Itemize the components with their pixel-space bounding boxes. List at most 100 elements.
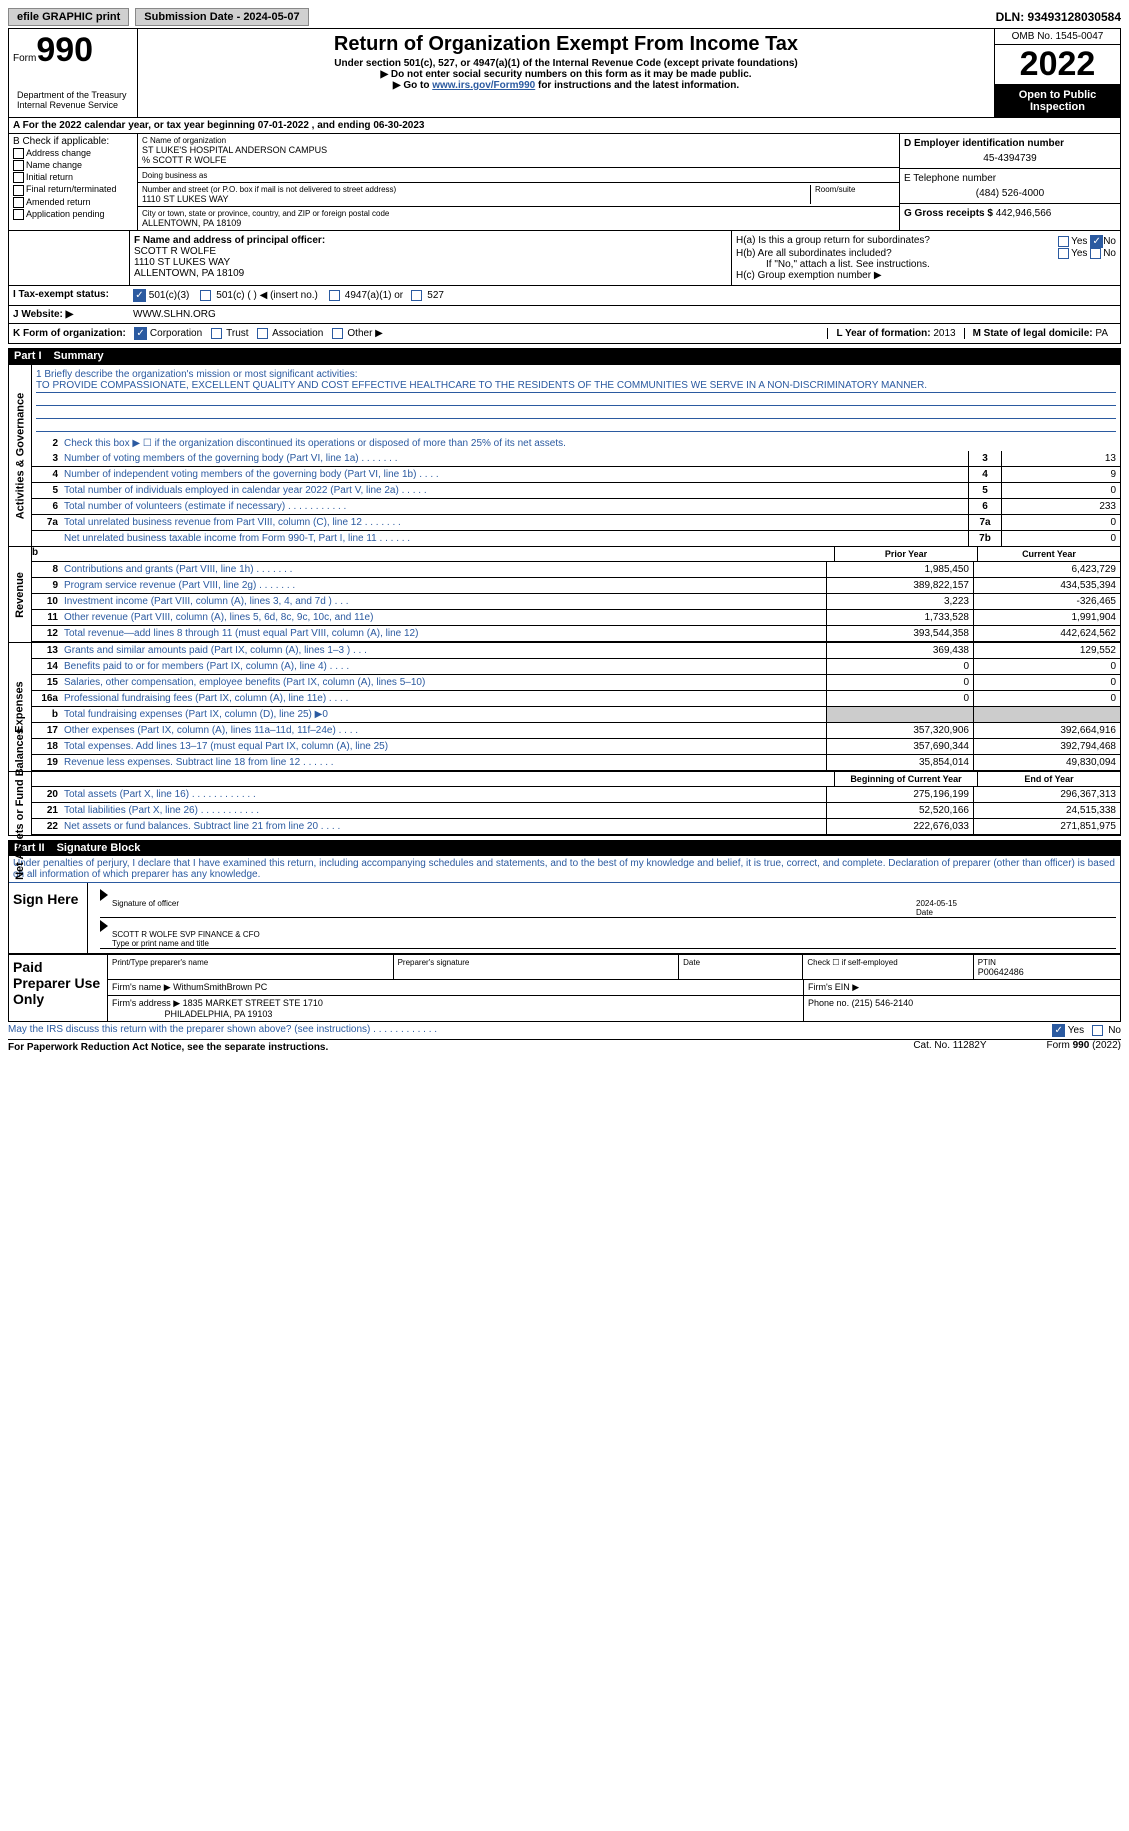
gross-receipts-label: G Gross receipts $ <box>904 208 993 219</box>
irs-link[interactable]: www.irs.gov/Form990 <box>432 80 535 91</box>
table-row: 21Total liabilities (Part X, line 26) . … <box>32 803 1120 819</box>
table-row: 15Salaries, other compensation, employee… <box>32 675 1120 691</box>
501c3-checkbox[interactable]: ✓ <box>133 289 146 302</box>
firm-name: WithumSmithBrown PC <box>173 982 267 992</box>
table-row: 14Benefits paid to or for members (Part … <box>32 659 1120 675</box>
ha-no-checkbox[interactable]: ✓ <box>1090 235 1103 248</box>
hb-label: H(b) Are all subordinates included? <box>736 248 892 259</box>
checkbox-initial-return[interactable]: Initial return <box>13 172 133 183</box>
mission-text: TO PROVIDE COMPASSIONATE, EXCELLENT QUAL… <box>36 380 1116 393</box>
ein-label: D Employer identification number <box>904 138 1116 149</box>
line-2-text: Check this box ▶ ☐ if the organization d… <box>60 436 1120 451</box>
form-footer: Form 990 (2022) <box>1047 1040 1121 1055</box>
footer-row: For Paperwork Reduction Act Notice, see … <box>8 1040 1121 1055</box>
officer-name-title: SCOTT R WOLFE SVP FINANCE & CFO <box>112 930 260 939</box>
table-row: 13Grants and similar amounts paid (Part … <box>32 643 1120 659</box>
tax-year: 2022 <box>995 45 1120 85</box>
org-name: ST LUKE'S HOSPITAL ANDERSON CAMPUS <box>142 145 895 155</box>
side-label-expenses: Expenses <box>14 681 26 732</box>
checkbox-name-change[interactable]: Name change <box>13 160 133 171</box>
side-label-netassets: Net Assets or Fund Balances <box>14 728 26 880</box>
table-row: 11Other revenue (Part VIII, column (A), … <box>32 610 1120 626</box>
discuss-row: May the IRS discuss this return with the… <box>8 1022 1121 1040</box>
activities-governance-section: Activities & Governance 1 Briefly descri… <box>8 364 1121 547</box>
submission-date-button[interactable]: Submission Date - 2024-05-07 <box>135 8 308 26</box>
table-row: 18Total expenses. Add lines 13–17 (must … <box>32 739 1120 755</box>
ein-value: 45-4394739 <box>904 153 1116 164</box>
table-row: 9Program service revenue (Part VIII, lin… <box>32 578 1120 594</box>
expenses-section: Expenses 13Grants and similar amounts pa… <box>8 643 1121 772</box>
goto-prefix: ▶ Go to <box>393 80 432 91</box>
table-row: 7aTotal unrelated business revenue from … <box>32 515 1120 531</box>
mission-label: 1 Briefly describe the organization's mi… <box>36 369 1116 380</box>
top-toolbar: efile GRAPHIC print Submission Date - 20… <box>8 8 1121 26</box>
calendar-year-line: A For the 2022 calendar year, or tax yea… <box>8 118 1121 134</box>
form-subtitle-2: ▶ Do not enter social security numbers o… <box>144 69 988 80</box>
form-header: Form990 Department of the Treasury Inter… <box>8 28 1121 118</box>
revenue-section: Revenue b Prior Year Current Year 8Contr… <box>8 547 1121 643</box>
goto-suffix: for instructions and the latest informat… <box>535 80 739 91</box>
dln-label: DLN: 93493128030584 <box>996 10 1121 24</box>
website-row: J Website: ▶ WWW.SLHN.ORG <box>8 306 1121 324</box>
department-label: Department of the Treasury Internal Reve… <box>13 88 133 112</box>
table-row: 17Other expenses (Part IX, column (A), l… <box>32 723 1120 739</box>
part-2-header: Part II Signature Block <box>8 840 1121 856</box>
firm-address: 1835 MARKET STREET STE 1710 <box>183 998 323 1008</box>
website-value: WWW.SLHN.ORG <box>133 309 216 320</box>
table-row: 4Number of independent voting members of… <box>32 467 1120 483</box>
omb-number: OMB No. 1545-0047 <box>995 29 1120 45</box>
table-row: Net unrelated business taxable income fr… <box>32 531 1120 546</box>
address-label: Number and street (or P.O. box if mail i… <box>142 185 810 194</box>
corp-checkbox[interactable]: ✓ <box>134 327 147 340</box>
street-address: 1110 ST LUKES WAY <box>142 194 810 204</box>
sign-here-label: Sign Here <box>9 883 88 953</box>
begin-year-header: Beginning of Current Year <box>834 772 977 786</box>
sig-arrow-icon <box>100 889 108 901</box>
checkbox-application-pending[interactable]: Application pending <box>13 209 133 220</box>
form-prefix: Form <box>13 53 36 64</box>
phone-label: E Telephone number <box>904 173 1116 184</box>
officer-address: 1110 ST LUKES WAY <box>134 257 727 268</box>
discuss-yes-checkbox[interactable]: ✓ <box>1052 1024 1065 1037</box>
sig-arrow-icon <box>100 920 108 932</box>
form-org-row: K Form of organization: ✓ Corporation Tr… <box>8 324 1121 344</box>
gross-receipts-value: 442,946,566 <box>996 208 1052 219</box>
checkbox-final-return[interactable]: Final return/terminated <box>13 184 133 195</box>
care-of: % SCOTT R WOLFE <box>142 155 895 165</box>
end-year-header: End of Year <box>977 772 1120 786</box>
catalog-number: Cat. No. 11282Y <box>913 1040 986 1055</box>
ptin-value: P00642486 <box>978 967 1024 977</box>
table-row: 16aProfessional fundraising fees (Part I… <box>32 691 1120 707</box>
tax-exempt-row: I Tax-exempt status: ✓ 501(c)(3) 501(c) … <box>8 286 1121 306</box>
table-row: 19Revenue less expenses. Subtract line 1… <box>32 755 1120 771</box>
form-subtitle-1: Under section 501(c), 527, or 4947(a)(1)… <box>144 58 988 69</box>
preparer-phone: (215) 546-2140 <box>852 998 914 1008</box>
signature-block: Under penalties of perjury, I declare th… <box>8 856 1121 955</box>
table-row: 6Total number of volunteers (estimate if… <box>32 499 1120 515</box>
org-name-label: C Name of organization <box>142 136 895 145</box>
room-suite-label: Room/suite <box>815 185 895 194</box>
officer-city: ALLENTOWN, PA 18109 <box>134 268 727 279</box>
city-state-zip: ALLENTOWN, PA 18109 <box>142 218 895 228</box>
checkbox-address-change[interactable]: Address change <box>13 148 133 159</box>
part-1-header: Part I Summary <box>8 348 1121 364</box>
ha-label: H(a) Is this a group return for subordin… <box>736 235 930 248</box>
section-b-header: B Check if applicable: <box>13 136 133 147</box>
open-to-public: Open to Public Inspection <box>995 85 1120 117</box>
phone-value: (484) 526-4000 <box>904 188 1116 199</box>
table-row: 3Number of voting members of the governi… <box>32 451 1120 467</box>
city-label: City or town, state or province, country… <box>142 209 895 218</box>
side-label-revenue: Revenue <box>14 572 26 618</box>
identity-section: B Check if applicable: Address change Na… <box>8 134 1121 231</box>
table-row: 20Total assets (Part X, line 16) . . . .… <box>32 787 1120 803</box>
officer-label: F Name and address of principal officer: <box>134 235 727 246</box>
table-row: 5Total number of individuals employed in… <box>32 483 1120 499</box>
firm-city: PHILADELPHIA, PA 19103 <box>165 1009 273 1019</box>
penalties-text: Under penalties of perjury, I declare th… <box>9 856 1120 883</box>
prior-year-header: Prior Year <box>834 547 977 561</box>
efile-print-button[interactable]: efile GRAPHIC print <box>8 8 129 26</box>
paperwork-notice: For Paperwork Reduction Act Notice, see … <box>8 1040 328 1055</box>
checkbox-amended-return[interactable]: Amended return <box>13 197 133 208</box>
hc-label: H(c) Group exemption number ▶ <box>736 270 1116 281</box>
table-row: 10Investment income (Part VIII, column (… <box>32 594 1120 610</box>
